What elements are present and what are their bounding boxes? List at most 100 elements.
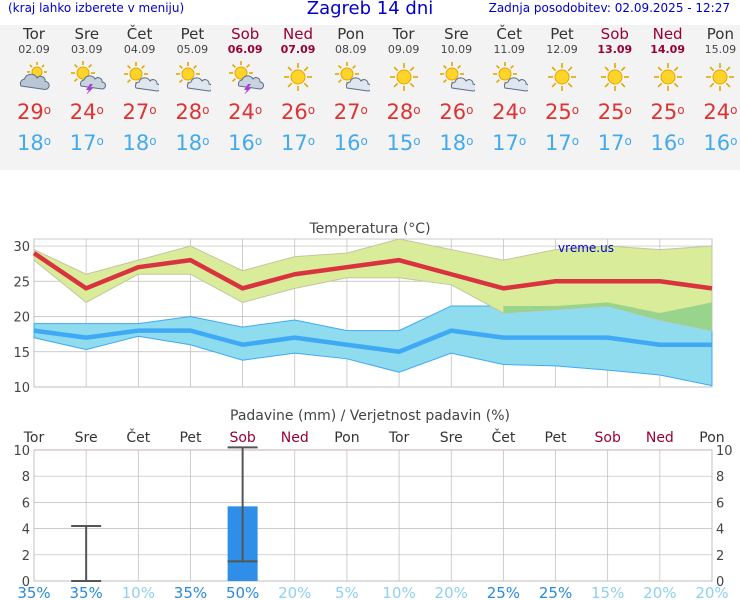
- day-name: Tor: [392, 25, 415, 43]
- day-name: Tor: [23, 25, 45, 43]
- min-temperature-range-band: [33, 301, 713, 387]
- day-name: Pon: [337, 25, 365, 43]
- min-temperature-value: 17: [492, 131, 519, 155]
- day-column: Sre 10.09 26o 18o: [429, 25, 483, 159]
- max-temperature: 26o: [429, 97, 483, 129]
- degree-symbol: o: [518, 103, 527, 117]
- sun-cloud-icon: [493, 62, 529, 92]
- degree-symbol: o: [518, 134, 527, 148]
- y-tick-label-right: 2: [716, 549, 724, 564]
- day-name: Pet: [180, 25, 205, 43]
- degree-symbol: o: [677, 134, 685, 148]
- max-temperature: 24o: [218, 97, 272, 129]
- precipitation-probability: 35%: [69, 584, 102, 600]
- max-temperature-value: 24: [703, 100, 731, 124]
- degree-symbol: o: [360, 134, 368, 148]
- max-temperature-value: 29: [16, 100, 44, 124]
- max-temperature-value: 24: [69, 100, 97, 124]
- degree-symbol: o: [413, 103, 421, 117]
- min-temperature-value: 17: [544, 131, 572, 155]
- max-temperature-value: 26: [280, 100, 308, 124]
- day-column: Čet 04.09 27o 18o: [113, 25, 167, 159]
- sun-icon: [706, 63, 735, 91]
- header-bar: (kraj lahko izberete v meniju) Zagreb 14…: [0, 0, 740, 22]
- sun-cloud-icon: [334, 62, 370, 92]
- precipitation-plot-area: [33, 449, 713, 582]
- day-name: Čet: [126, 25, 153, 43]
- y-tick-label-right: 4: [716, 523, 724, 538]
- day-axis-label: Sre: [75, 430, 98, 446]
- thunderstorm-icon: [70, 61, 106, 94]
- precipitation-probability: 20%: [695, 584, 728, 600]
- day-column: Ned 14.09 25o 16o: [641, 25, 695, 159]
- weather-icon: [429, 57, 483, 97]
- max-temperature: 24o: [693, 97, 740, 129]
- precipitation-probability: 35%: [174, 584, 207, 600]
- max-temperature-value: 28: [175, 100, 203, 124]
- day-name: Ned: [283, 25, 313, 43]
- day-axis-label: Ned: [646, 430, 674, 446]
- day-name: Sob: [600, 25, 629, 43]
- degree-symbol: o: [254, 103, 263, 117]
- day-axis-label: Pon: [699, 430, 724, 446]
- min-temperature-value: 17: [280, 131, 308, 155]
- day-name: Pet: [550, 25, 574, 43]
- y-tick-label-left: 0: [22, 575, 30, 590]
- daily-forecast-strip: Tor 02.09 29o 18o Sre 03.09 24o 17o Čet 04.09 27o 1…: [0, 25, 740, 170]
- day-date: 12.09: [546, 43, 578, 56]
- thunderstorm-icon: [229, 61, 265, 94]
- degree-symbol: o: [307, 134, 316, 148]
- min-temperature: 16o: [641, 129, 695, 159]
- max-temperature: 27o: [113, 97, 167, 129]
- weather-icon: [165, 57, 219, 97]
- max-temperature: 25o: [535, 97, 589, 129]
- day-name: Sob: [231, 25, 260, 43]
- degree-symbol: o: [254, 134, 263, 148]
- day-column: Pet 05.09 28o 18o: [165, 25, 219, 159]
- sun-icon: [600, 63, 629, 91]
- min-temperature: 16o: [324, 129, 378, 159]
- degree-symbol: o: [149, 103, 157, 117]
- day-date: 02.09: [18, 43, 50, 56]
- max-temperature: 24o: [60, 97, 114, 129]
- location-menu-hint[interactable]: (kraj lahko izberete v meniju): [8, 1, 185, 15]
- y-tick-label-left: 2: [22, 549, 30, 564]
- min-temperature-value: 18: [439, 131, 467, 155]
- min-temperature-line: [33, 328, 712, 355]
- max-temperature-line: [32, 251, 713, 291]
- precipitation-probability: 15%: [591, 584, 624, 600]
- day-axis-label: Sob: [595, 430, 621, 446]
- min-temperature-value: 16: [333, 131, 361, 155]
- max-temperature-value: 28: [386, 100, 414, 124]
- min-temperature-value: 17: [597, 131, 625, 155]
- degree-symbol: o: [624, 134, 632, 148]
- min-temperature-value: 15: [386, 131, 414, 155]
- y-tick-label-right: 10: [716, 444, 733, 459]
- y-tick-label-left: 8: [22, 470, 30, 485]
- y-tick-label: 25: [13, 275, 30, 290]
- min-temperature: 17o: [588, 129, 642, 159]
- sun-cloud-icon: [123, 62, 159, 92]
- precipitation-probability: 20%: [278, 584, 311, 600]
- min-temperature: 18o: [165, 129, 219, 159]
- y-tick-label-left: 6: [22, 496, 30, 511]
- day-axis-label: Sob: [229, 430, 255, 446]
- weather-icon: [7, 57, 61, 97]
- precipitation-probability: 25%: [539, 584, 572, 600]
- day-date: 09.09: [387, 43, 420, 56]
- degree-symbol: o: [202, 134, 210, 148]
- weather-icon: [535, 57, 589, 97]
- min-temperature: 16o: [693, 129, 740, 159]
- y-tick-label-right: 8: [716, 470, 724, 485]
- day-date: 11.09: [493, 43, 525, 56]
- min-temperature-value: 18: [175, 131, 203, 155]
- degree-symbol: o: [730, 134, 738, 148]
- sun-icon: [284, 63, 312, 91]
- degree-symbol: o: [466, 134, 474, 148]
- degree-symbol: o: [466, 103, 474, 117]
- max-temperature-value: 25: [544, 100, 572, 124]
- day-date: 06.09: [227, 43, 263, 56]
- day-date: 10.09: [440, 43, 473, 56]
- weather-icon: [271, 57, 325, 97]
- weather-icon: [588, 57, 642, 97]
